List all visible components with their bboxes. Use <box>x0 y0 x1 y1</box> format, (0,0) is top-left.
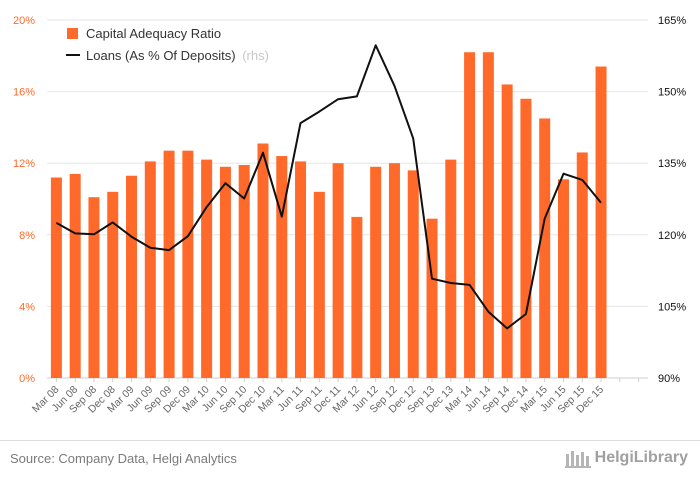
bar <box>182 150 194 378</box>
bar <box>126 175 138 378</box>
left-tick-label: 8% <box>19 230 35 242</box>
legend-line-name: Loans (As % Of Deposits) <box>86 48 236 63</box>
library-icon <box>564 451 591 468</box>
chart: 0% 90%4% 105%8% 120%12% 135%16% 150%20% 165%Ma… <box>13 15 686 416</box>
bar <box>539 118 551 378</box>
bar <box>295 161 307 378</box>
legend-swatch-bar <box>67 28 78 39</box>
bar <box>50 177 62 378</box>
bar <box>482 52 494 378</box>
bar <box>407 170 419 378</box>
bar <box>576 152 588 378</box>
loans-line <box>55 44 602 330</box>
legend-label-line: Loans (As % Of Deposits) (rhs) <box>86 48 269 63</box>
bar <box>426 218 438 378</box>
bar <box>464 52 476 378</box>
bar <box>557 179 569 378</box>
bar <box>276 156 288 378</box>
bar <box>595 66 607 378</box>
source-note: Source: Company Data, Helgi Analytics <box>10 451 237 466</box>
left-tick-label: 12% <box>13 158 35 170</box>
right-tick-label: 135% <box>658 158 686 170</box>
left-tick-label: 4% <box>19 301 35 313</box>
right-tick-label: 90% <box>658 373 680 385</box>
bar <box>163 150 175 378</box>
bar <box>370 166 382 378</box>
left-tick-label: 20% <box>13 15 35 27</box>
bar <box>238 164 250 378</box>
brand-name: HelgiLibrary <box>594 449 688 466</box>
right-tick-label: 165% <box>658 15 686 27</box>
bar <box>201 159 213 378</box>
legend-line-suffix: (rhs) <box>242 48 269 63</box>
bar <box>445 159 457 378</box>
footer-divider <box>0 440 700 441</box>
gridlines <box>47 19 648 379</box>
bar <box>257 143 269 378</box>
bar <box>219 166 231 378</box>
bar <box>520 98 532 378</box>
bar <box>351 216 363 378</box>
bar <box>107 191 119 378</box>
bar <box>313 191 325 378</box>
left-tick-label: 0% <box>19 373 35 385</box>
bar <box>69 173 81 378</box>
right-tick-label: 150% <box>658 87 686 99</box>
bar <box>388 163 400 378</box>
brand-logo: HelgiLibrary <box>564 448 688 468</box>
right-tick-label: 120% <box>658 230 686 242</box>
bar-series <box>50 52 607 378</box>
left-tick-label: 16% <box>13 87 35 99</box>
bar <box>88 197 100 378</box>
legend: Capital Adequacy Ratio Loans (As % Of De… <box>66 26 269 63</box>
right-tick-label: 105% <box>658 301 686 313</box>
bar <box>332 163 344 378</box>
line-series <box>55 44 602 330</box>
legend-label-bar: Capital Adequacy Ratio <box>86 26 221 41</box>
bar <box>144 161 156 378</box>
bar <box>501 84 513 378</box>
